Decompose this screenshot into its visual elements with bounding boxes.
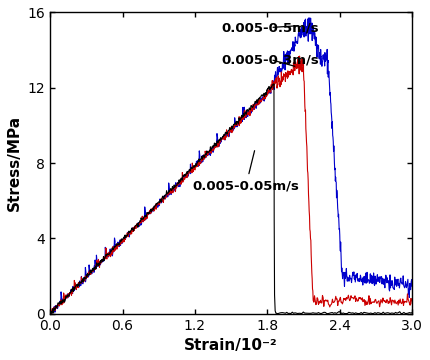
Text: 0.005-0.3m/s: 0.005-0.3m/s [221,53,319,66]
X-axis label: Strain/10⁻²: Strain/10⁻² [184,338,278,353]
Text: 0.005-0.05m/s: 0.005-0.05m/s [193,151,299,192]
Y-axis label: Stress/MPa: Stress/MPa [7,115,22,211]
Text: 0.005-0.5m/s: 0.005-0.5m/s [221,21,319,34]
